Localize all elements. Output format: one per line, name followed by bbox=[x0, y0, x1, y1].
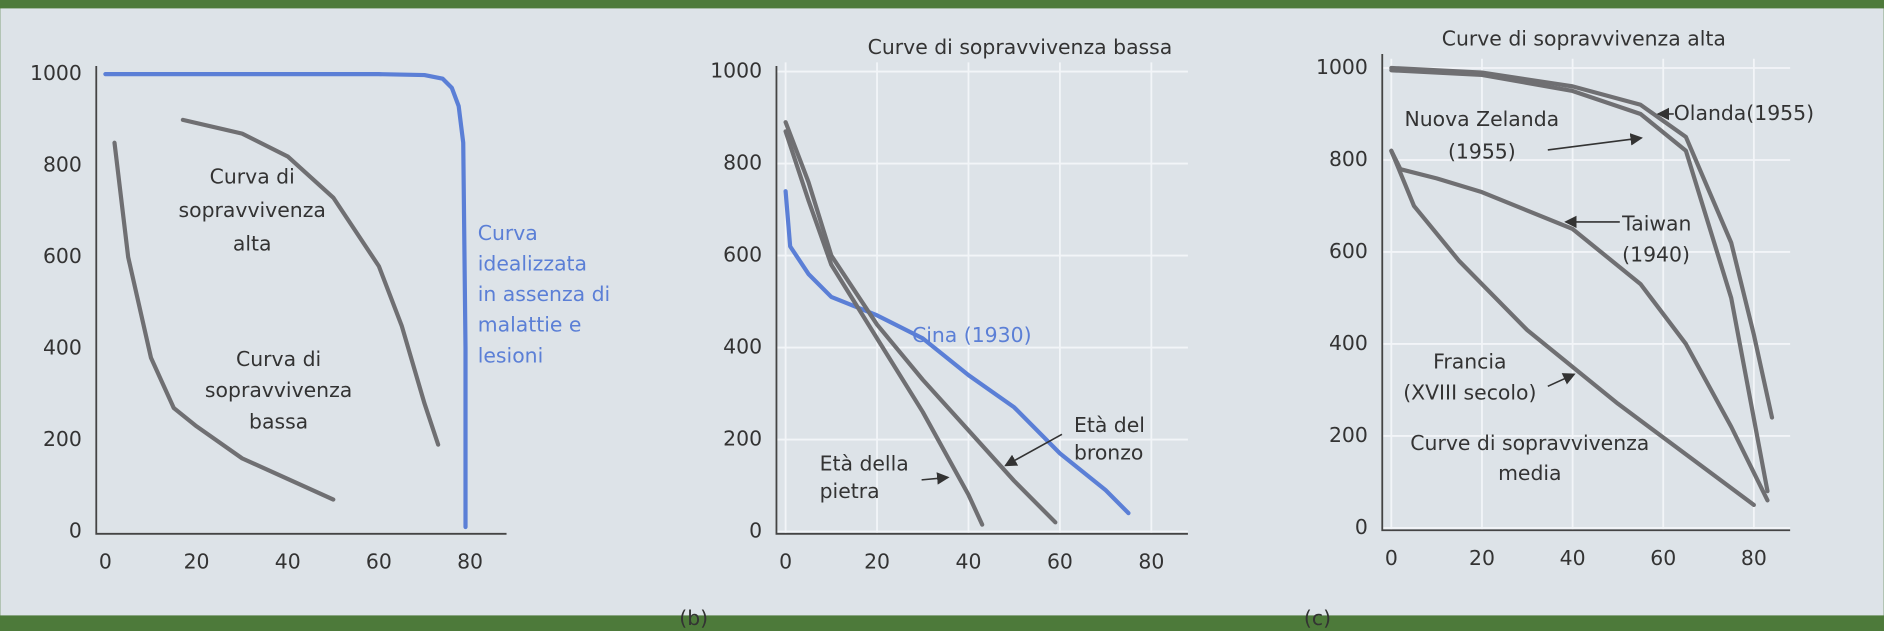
survival-curve bbox=[1389, 148, 1770, 503]
y-tick-label: 600 bbox=[723, 243, 762, 267]
y-tick-label: 1000 bbox=[30, 61, 82, 85]
curve-label: Età della bbox=[820, 451, 909, 475]
survival-curve bbox=[1389, 65, 1775, 420]
y-tick-label: 1000 bbox=[710, 59, 762, 83]
x-tick-label: 60 bbox=[366, 550, 392, 574]
y-tick-label: 800 bbox=[723, 151, 762, 175]
pointer-arrow bbox=[1547, 133, 1643, 151]
x-tick-label: 60 bbox=[1650, 546, 1676, 570]
curve-label: Cina (1930) bbox=[912, 323, 1032, 347]
curve-label: bassa bbox=[249, 409, 308, 433]
x-tick-label: 20 bbox=[864, 550, 890, 574]
chart-title: Curve di sopravvivenza alta bbox=[1442, 27, 1726, 51]
curve-label: (1940) bbox=[1622, 243, 1690, 267]
x-tick-label: 80 bbox=[1138, 550, 1164, 574]
pointer-arrow bbox=[921, 472, 950, 485]
curve-label: (1955) bbox=[1448, 139, 1516, 163]
curve-label: Curva di bbox=[210, 165, 295, 189]
curve-label: alta bbox=[233, 232, 272, 256]
y-tick-label: 600 bbox=[43, 244, 82, 268]
x-tick-label: 80 bbox=[457, 550, 483, 574]
axis bbox=[95, 65, 507, 535]
pointer-arrow bbox=[1004, 433, 1063, 467]
curve-label: lesioni bbox=[478, 343, 544, 367]
x-tick-label: 0 bbox=[1385, 546, 1398, 570]
x-tick-label: 80 bbox=[1741, 546, 1767, 570]
curve-label: Nuova Zelanda bbox=[1405, 107, 1560, 131]
survival-curve bbox=[783, 129, 985, 527]
chart-title: Curve di sopravvivenza bassa bbox=[868, 35, 1173, 59]
y-tick-label: 800 bbox=[43, 153, 82, 177]
annotation: Curve di sopravvivenza bbox=[1410, 431, 1649, 455]
curve-label: Curva bbox=[478, 221, 538, 245]
curve-label: Taiwan bbox=[1621, 211, 1691, 235]
y-tick-label: 400 bbox=[43, 336, 82, 360]
survival-curve bbox=[783, 189, 1131, 516]
curve-label: idealizzata bbox=[478, 252, 587, 276]
y-tick-label: 0 bbox=[69, 519, 82, 543]
y-tick-label: 800 bbox=[1329, 147, 1368, 171]
x-tick-label: 40 bbox=[275, 550, 301, 574]
y-tick-label: 400 bbox=[723, 335, 762, 359]
y-tick-label: 200 bbox=[723, 427, 762, 451]
x-tick-label: 0 bbox=[99, 550, 112, 574]
curve-label: bronzo bbox=[1074, 440, 1143, 464]
caption: (b) bbox=[679, 606, 708, 630]
curve-label: sopravvivenza bbox=[205, 378, 352, 402]
curve-label: Età del bbox=[1074, 413, 1145, 437]
survival-curve bbox=[180, 117, 441, 447]
curve-label: Francia bbox=[1433, 349, 1506, 373]
y-tick-label: 0 bbox=[749, 519, 762, 543]
x-tick-label: 0 bbox=[779, 550, 792, 574]
survival-curve bbox=[1389, 68, 1770, 494]
annotation: media bbox=[1498, 461, 1561, 485]
curve-label: pietra bbox=[820, 479, 880, 503]
pointer-arrow bbox=[1547, 373, 1576, 387]
y-tick-label: 1000 bbox=[1316, 55, 1368, 79]
y-tick-label: 600 bbox=[1329, 239, 1368, 263]
curve-label: in assenza di bbox=[478, 282, 610, 306]
y-tick-label: 400 bbox=[1329, 331, 1368, 355]
x-tick-label: 20 bbox=[184, 550, 210, 574]
y-tick-label: 200 bbox=[1329, 423, 1368, 447]
x-tick-label: 40 bbox=[956, 550, 982, 574]
x-tick-label: 60 bbox=[1047, 550, 1073, 574]
x-tick-label: 40 bbox=[1560, 546, 1586, 570]
curve-label: malattie e bbox=[478, 313, 582, 337]
curve-label: Curva di bbox=[236, 347, 321, 371]
axis bbox=[1381, 53, 1791, 532]
curve-label: (XVIII secolo) bbox=[1403, 380, 1536, 404]
survival-curve bbox=[1389, 148, 1756, 508]
caption: (c) bbox=[1304, 606, 1331, 630]
x-tick-label: 20 bbox=[1469, 546, 1495, 570]
paper bbox=[0, 8, 1884, 616]
curve-label: Olanda(1955) bbox=[1674, 101, 1814, 125]
curve-label: sopravvivenza bbox=[179, 198, 326, 222]
survival-curve bbox=[112, 140, 336, 502]
y-tick-label: 0 bbox=[1355, 515, 1368, 539]
survival-curve bbox=[783, 120, 1058, 525]
survival-curve bbox=[103, 72, 468, 530]
axis bbox=[775, 65, 1188, 535]
y-tick-label: 200 bbox=[43, 427, 82, 451]
